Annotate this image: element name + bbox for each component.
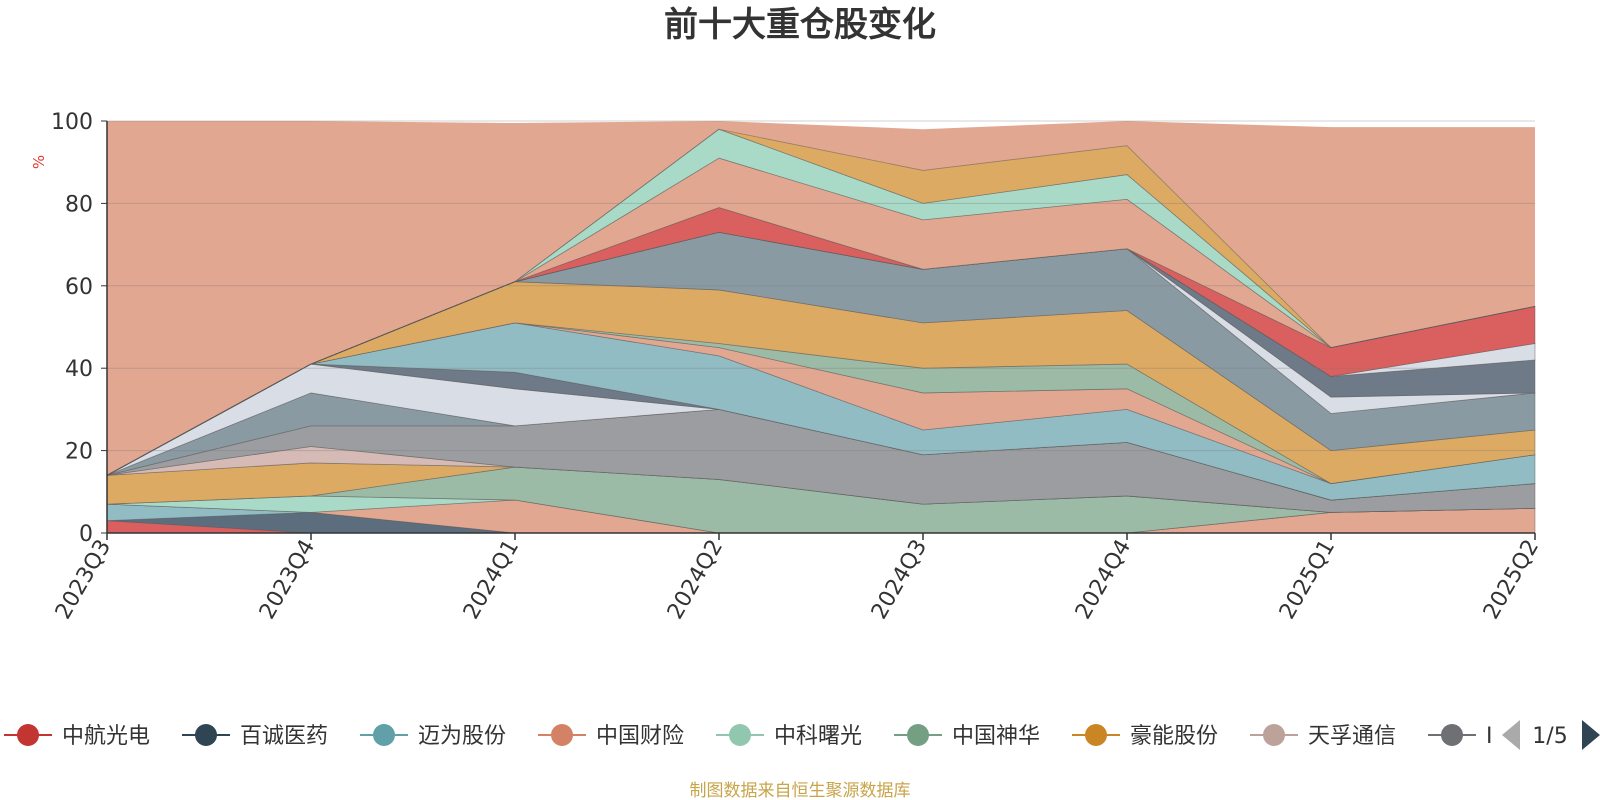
legend-item[interactable]: 迈为股份: [360, 724, 506, 749]
legend-item[interactable]: 中国神华: [894, 724, 1040, 749]
y-tick-label: 20: [65, 440, 93, 465]
legend-next-page-icon[interactable]: [1582, 720, 1600, 750]
legend-label: 中国财险: [596, 724, 684, 749]
legend-item[interactable]: 天孚通信: [1250, 724, 1396, 749]
area-series: [106, 128, 1536, 534]
legend-item[interactable]: 豪能股份: [1072, 724, 1218, 749]
legend-item[interactable]: 中科曙光: [716, 724, 862, 749]
y-axis-ticks: 0 20 40 60 80 100: [51, 110, 107, 547]
legend-label: 迈为股份: [418, 724, 506, 749]
legend-prev-page-icon[interactable]: [1502, 720, 1520, 750]
x-tick-label: 2025Q2: [1479, 536, 1544, 624]
legend-label: 天孚通信: [1308, 724, 1396, 749]
x-tick-label: 2023Q3: [51, 536, 116, 624]
legend-marker-icon: [1085, 724, 1107, 746]
legend-label: I: [1486, 724, 1493, 749]
legend-marker-icon: [373, 724, 395, 746]
legend-item[interactable]: 中国财险: [538, 724, 684, 749]
legend-label: 百诚医药: [240, 724, 328, 749]
axes: [106, 121, 1535, 534]
data-source-note: 制图数据来自恒生聚源数据库: [690, 781, 911, 800]
x-tick-label: 2024Q1: [459, 536, 524, 624]
area-series-23: [106, 128, 1536, 476]
legend: 中航光电 百诚医药 迈为股份 中国财险 中科曙光 中国神华 豪能股份 天孚通信 I: [4, 724, 1493, 749]
y-axis-unit: %: [30, 155, 48, 169]
y-tick-label: 0: [79, 522, 93, 547]
legend-label: 中航光电: [62, 724, 150, 749]
legend-marker-icon: [551, 724, 573, 746]
x-tick-label: 2024Q4: [1071, 536, 1136, 624]
chart-title: 前十大重仓股变化: [664, 5, 936, 45]
legend-marker-icon: [729, 724, 751, 746]
legend-label: 中国神华: [952, 724, 1040, 749]
legend-label: 中科曙光: [774, 724, 862, 749]
legend-page-indicator: 1/5: [1532, 724, 1567, 749]
x-tick-label: 2025Q1: [1275, 536, 1340, 624]
y-tick-label: 80: [65, 192, 93, 217]
grid-lines: [107, 120, 1535, 452]
legend-label: 豪能股份: [1130, 724, 1218, 749]
x-tick-label: 2023Q4: [255, 536, 320, 624]
legend-marker-icon: [195, 724, 217, 746]
y-tick-label: 60: [65, 275, 93, 300]
y-tick-label: 40: [65, 357, 93, 382]
legend-marker-icon: [1263, 724, 1285, 746]
x-tick-label: 2024Q3: [867, 536, 932, 624]
x-axis-ticks: 2023Q3 2023Q4 2024Q1 2024Q2 2024Q3 2024Q4 2025…: [51, 533, 1544, 624]
legend-marker-icon: [907, 724, 929, 746]
legend-item[interactable]: 中航光电: [4, 724, 150, 749]
legend-marker-icon: [17, 724, 39, 746]
y-tick-label: 100: [51, 110, 93, 135]
x-tick-label: 2024Q2: [663, 536, 728, 624]
legend-item[interactable]: 百诚医药: [182, 724, 328, 749]
legend-item[interactable]: I: [1428, 724, 1493, 749]
legend-pager: 1/5: [1502, 720, 1600, 750]
legend-marker-icon: [1441, 724, 1463, 746]
